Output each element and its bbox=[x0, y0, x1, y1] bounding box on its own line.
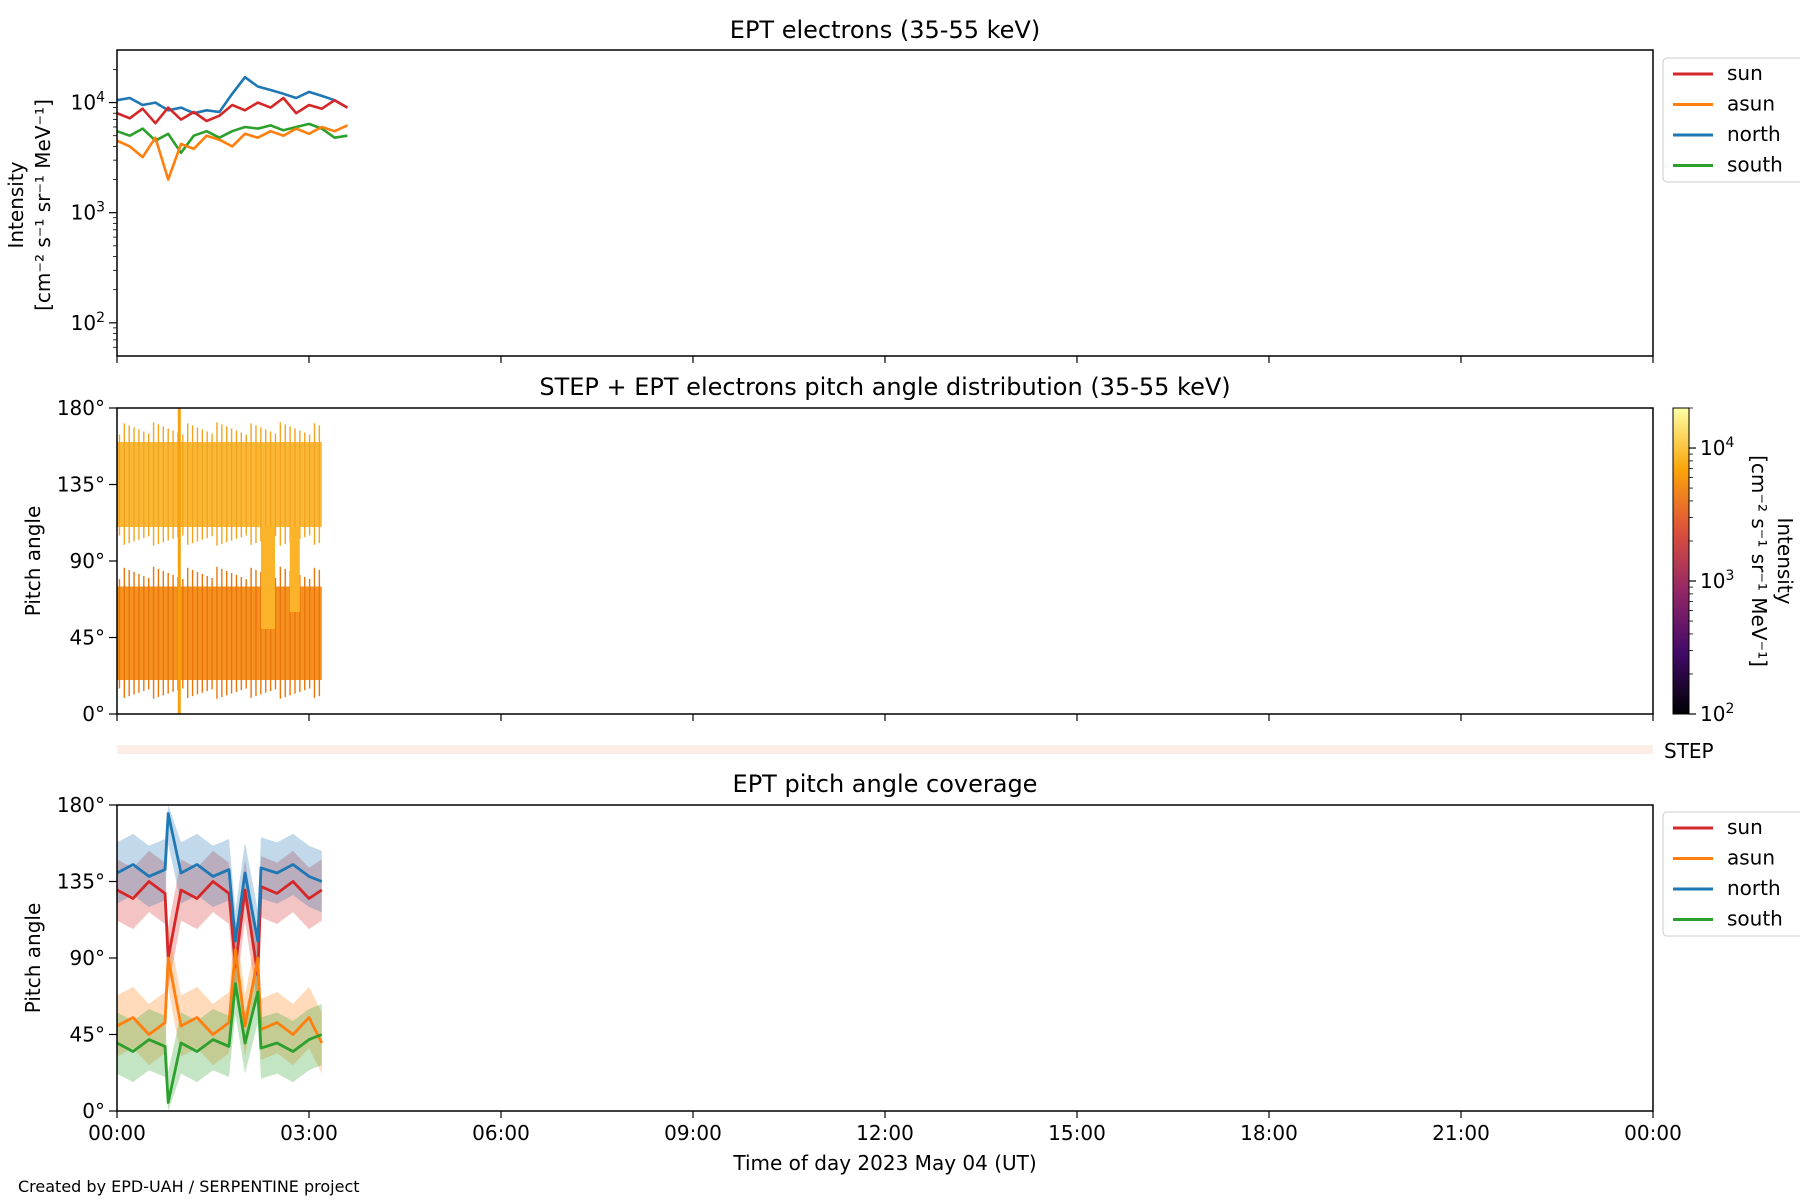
y-tick-label: 135° bbox=[57, 473, 105, 497]
y-tick-label: 103 bbox=[71, 200, 105, 225]
panel3-ylabel: Pitch angle bbox=[21, 903, 45, 1014]
y-tick-label: 135° bbox=[57, 870, 105, 894]
series-line-north bbox=[116, 75, 349, 115]
panel2-axes-frame bbox=[116, 407, 1654, 715]
colorbar-label-line1: Intensity bbox=[1773, 517, 1797, 604]
legend-label-sun: sun bbox=[1727, 815, 1763, 839]
y-tick-label: 180° bbox=[57, 793, 105, 817]
heatmap-band bbox=[117, 442, 322, 527]
panel3-x-ticks: 00:00 03:00 06:00 09:00 12:00 15:00 18:00 21:00… bbox=[88, 1111, 1682, 1145]
panel1-axes-frame bbox=[116, 49, 1654, 357]
y-tick-label: 45° bbox=[70, 1023, 105, 1047]
legend-frame bbox=[1662, 811, 1800, 937]
panel3-title: EPT pitch angle coverage bbox=[733, 770, 1038, 798]
legend-label-north: north bbox=[1727, 122, 1781, 146]
panel1-ylabel-line2: [cm⁻² s⁻¹ sr⁻¹ MeV⁻¹] bbox=[31, 99, 55, 311]
x-tick-label: 12:00 bbox=[856, 1121, 914, 1145]
panel2-title: STEP + EPT electrons pitch angle distrib… bbox=[539, 373, 1230, 401]
x-tick-label: 06:00 bbox=[472, 1121, 530, 1145]
panel2-y-ticks: 0° 45° 90° 135° 180° bbox=[57, 396, 117, 726]
legend-label-asun: asun bbox=[1727, 846, 1775, 870]
heatmap-cell bbox=[289, 527, 300, 612]
x-tick-label: 09:00 bbox=[664, 1121, 722, 1145]
x-tick-label: 15:00 bbox=[1048, 1121, 1106, 1145]
series-line-south bbox=[116, 122, 348, 155]
panel3-plot-area bbox=[116, 805, 324, 1111]
legend-frame bbox=[1662, 57, 1800, 183]
panel1-title: EPT electrons (35-55 keV) bbox=[730, 16, 1040, 44]
y-tick-label: 45° bbox=[70, 626, 105, 650]
panel3-axes-frame bbox=[116, 804, 1654, 1112]
y-tick-label: 90° bbox=[70, 549, 105, 573]
y-tick-label: 104 bbox=[71, 90, 105, 115]
panel1-y-ticks: 102 103 104 bbox=[71, 68, 117, 348]
y-tick-label: 0° bbox=[82, 1099, 105, 1123]
heatmap-band bbox=[117, 586, 322, 680]
colorbar-label-line2: [cm⁻² s⁻¹ sr⁻¹ MeV⁻¹] bbox=[1747, 455, 1771, 667]
legend-label-asun: asun bbox=[1727, 92, 1775, 116]
panel3-legend: sun asun north south bbox=[1662, 811, 1800, 937]
colorbar-tick-label: 104 bbox=[1700, 435, 1734, 460]
panel2-x-ticks bbox=[116, 714, 1654, 721]
series-line-south bbox=[116, 982, 323, 1104]
y-tick-label: 102 bbox=[71, 310, 105, 335]
series-band-south bbox=[117, 952, 322, 1111]
series-line-north bbox=[116, 812, 323, 943]
panel1-ylabel-line1: Intensity bbox=[4, 161, 28, 248]
step-label: STEP bbox=[1664, 739, 1714, 763]
x-tick-label: 00:00 bbox=[1624, 1121, 1682, 1145]
colorbar-tick-label: 103 bbox=[1700, 568, 1734, 593]
legend-label-south: south bbox=[1727, 153, 1783, 177]
y-tick-label: 90° bbox=[70, 946, 105, 970]
series-line-sun bbox=[116, 880, 323, 977]
heatmap-cell bbox=[261, 527, 275, 629]
legend-label-sun: sun bbox=[1727, 61, 1763, 85]
x-tick-label: 03:00 bbox=[280, 1121, 338, 1145]
panel1-legend: sun asun north south bbox=[1662, 57, 1800, 183]
panel3-xlabel: Time of day 2023 May 04 (UT) bbox=[732, 1151, 1036, 1175]
panel2-ylabel: Pitch angle bbox=[21, 506, 45, 617]
panel3-y-ticks: 0° 45° 90° 135° 180° bbox=[57, 793, 117, 1123]
legend-label-north: north bbox=[1727, 876, 1781, 900]
y-tick-label: 180° bbox=[57, 396, 105, 420]
series-line-sun bbox=[116, 96, 349, 125]
x-tick-label: 18:00 bbox=[1240, 1121, 1298, 1145]
colorbar-ticks: 102 103 104 bbox=[1689, 407, 1734, 726]
panel1-plot-area bbox=[116, 75, 349, 181]
panel1-x-ticks bbox=[116, 356, 1654, 363]
credit-text: Created by EPD-UAH / SERPENTINE project bbox=[18, 1177, 360, 1196]
series-line-asun bbox=[116, 948, 324, 1044]
colorbar-tick-label: 102 bbox=[1700, 701, 1734, 726]
step-strip bbox=[117, 745, 1653, 754]
x-tick-label: 21:00 bbox=[1432, 1121, 1490, 1145]
colorbar bbox=[1672, 407, 1690, 715]
heatmap-cell bbox=[177, 408, 181, 714]
y-tick-label: 0° bbox=[82, 702, 105, 726]
series-band-north bbox=[117, 805, 322, 972]
series-line-asun bbox=[116, 124, 348, 181]
panel2-plot-area bbox=[117, 408, 322, 714]
x-tick-label: 00:00 bbox=[88, 1121, 146, 1145]
legend-label-south: south bbox=[1727, 907, 1783, 931]
